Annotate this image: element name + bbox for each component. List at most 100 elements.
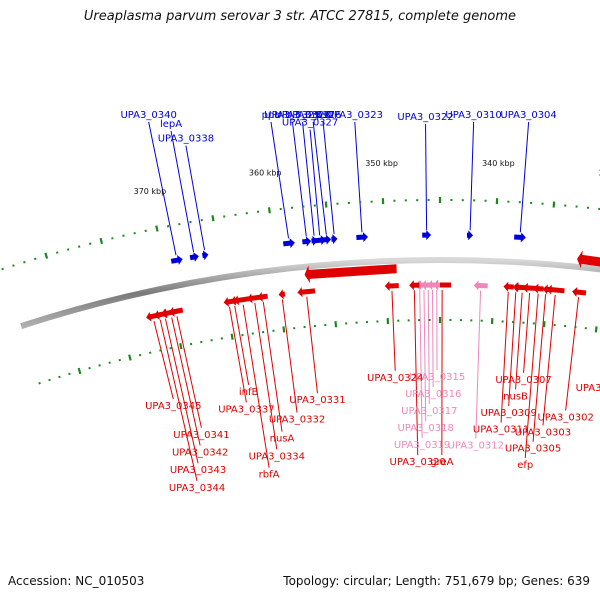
forward-gene-arrow — [311, 235, 318, 246]
forward-gene-arrow — [331, 234, 338, 245]
kbp-label: 360 kbp — [249, 169, 282, 178]
gene-label: UPA3_0328 — [274, 110, 330, 121]
forward-gene-arrow — [466, 230, 474, 241]
accession-label: Accession: NC_010503 — [8, 574, 145, 588]
kbp-tick — [128, 354, 132, 361]
label-leader-line — [475, 290, 482, 439]
gene-label: UPA3_0342 — [172, 447, 228, 458]
label-leader-line — [228, 306, 247, 403]
kbp-tick — [58, 375, 61, 379]
label-leader-line — [523, 292, 531, 373]
gene-label: UPA3_0343 — [170, 465, 226, 476]
gene-label: UPA3_0305 — [505, 444, 561, 455]
label-leader-line — [508, 292, 517, 406]
label-leader-line — [565, 297, 580, 411]
reverse-gene-arrow — [473, 280, 488, 291]
label-leader-line — [413, 290, 419, 456]
kbp-tick — [66, 248, 70, 251]
label-leader-line — [432, 290, 434, 388]
kbp-tick — [1, 267, 4, 271]
kbp-tick — [282, 326, 286, 333]
gene-labels: UPA3_0299UPA3_0300UPA3_0304UPA3_0310UPA3… — [120, 110, 600, 494]
label-leader-line — [423, 290, 427, 422]
forward-gene-arrow — [201, 250, 209, 261]
gene-label: UPA3_0338 — [158, 134, 214, 145]
gene-label: UPA3_0334 — [249, 451, 305, 462]
gene-label: UPA3_0323 — [327, 110, 383, 121]
label-leader-line — [242, 304, 270, 468]
forward-gene-arrow — [189, 252, 199, 262]
gene-label: UPA3_0303 — [515, 427, 571, 438]
gene-label: UPA3_0311 — [473, 425, 529, 436]
label-leader-line — [159, 319, 198, 481]
reverse-gene-arrow — [223, 296, 235, 307]
gene-label: rpsT — [312, 110, 335, 121]
label-leader-line — [532, 294, 547, 442]
reverse-gene-arrow — [512, 282, 520, 293]
kbp-tick — [98, 364, 101, 367]
label-leader-line — [302, 121, 315, 236]
reverse-gene-arrow — [297, 287, 316, 298]
gene-label: UPA3_0320 — [390, 457, 446, 468]
label-leader-line — [469, 121, 475, 231]
forward-gene-arrow — [282, 238, 295, 249]
label-leader-line — [515, 292, 523, 390]
kbp-tick — [23, 260, 26, 264]
label-leader-line — [185, 145, 206, 251]
reverse-gene-arrow — [230, 295, 238, 306]
gene-label: UPA3_0318 — [397, 423, 453, 434]
label-leader-line — [500, 291, 509, 423]
kbp-tick — [77, 245, 81, 248]
reverse-gene-arrow — [384, 280, 399, 291]
gene-label: infB — [239, 387, 259, 398]
gene-label: UPA3_0312 — [448, 441, 504, 452]
label-leader-line — [148, 121, 177, 256]
gene-label: UPA3_0307 — [495, 375, 551, 386]
label-leader-line — [309, 129, 321, 236]
gene-label: efp — [517, 460, 533, 471]
label-leader-line — [254, 302, 278, 450]
genome-summary: Topology: circular; Length: 751,679 bp; … — [283, 574, 590, 588]
reverse-gene-arrow — [542, 284, 550, 295]
gene-label: UPA3_0332 — [269, 415, 325, 426]
reverse-gene-arrow — [409, 280, 420, 291]
kbp-tick — [179, 342, 183, 350]
map-title: Ureaplasma parvum serovar 3 str. ATCC 27… — [83, 9, 517, 24]
label-leader-line — [312, 121, 327, 235]
gene-label: UPA3_0341 — [173, 430, 229, 441]
kbp-tick — [594, 326, 598, 333]
reverse-gene-arrow — [278, 289, 286, 300]
label-leader-line — [153, 321, 174, 400]
genome-backbone — [20, 257, 600, 329]
kbp-label: 340 kbp — [482, 159, 515, 168]
kbp-tick — [55, 251, 59, 254]
gene-label: UPA3_0326 — [285, 110, 341, 121]
forward-gene-arrow — [170, 255, 183, 265]
gene-label: UPA3_0304 — [500, 110, 556, 121]
label-leader-line — [524, 293, 539, 459]
reverse-gene-arrow — [304, 264, 397, 284]
label-leader-line — [262, 301, 283, 432]
reverse-gene-arrow — [546, 284, 565, 295]
gene-label: nusB — [503, 391, 528, 402]
kbp-tick — [211, 215, 215, 222]
label-leader-line — [171, 317, 201, 446]
kbp-tick — [34, 257, 37, 261]
kbp-tick — [108, 361, 111, 364]
reverse-gene-arrow — [416, 280, 423, 291]
reverse-gene-arrow — [572, 287, 587, 298]
kbp-tick — [38, 381, 41, 385]
reverse-gene-arrow — [146, 311, 161, 322]
label-leader-lines — [148, 121, 580, 481]
kbp-tick — [155, 225, 159, 232]
label-leader-line — [306, 296, 318, 394]
kbp-tick — [68, 372, 71, 376]
kbp-label: 370 kbp — [134, 187, 167, 196]
forward-gene-arrow — [322, 234, 332, 245]
label-leader-line — [322, 121, 335, 235]
kbp-tick — [12, 264, 15, 267]
reverse-gene-arrow — [577, 250, 600, 269]
gene-label: UPA3_0302 — [537, 413, 593, 424]
forward-gene-arrow — [422, 230, 432, 241]
